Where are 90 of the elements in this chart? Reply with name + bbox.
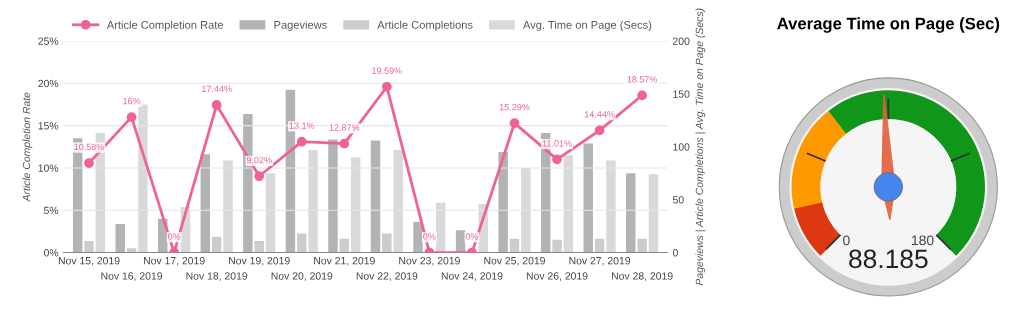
y-tick-label: 20%: [38, 79, 59, 88]
bar: [211, 236, 222, 253]
x-tick-label: Nov 21, 2019: [314, 257, 375, 266]
x-tick-label: Nov 24, 2019: [441, 272, 503, 281]
text: 0: [843, 235, 850, 246]
text: 88.185: [849, 249, 928, 269]
data-label: 0%: [465, 233, 479, 240]
bar: [138, 104, 148, 253]
y2-tick-label: 50: [672, 196, 684, 204]
y-tick-label: 15%: [38, 122, 59, 130]
data-label: 18.57%: [627, 76, 658, 83]
x-tick-label: Nov 22, 2019: [356, 272, 418, 281]
x-tick-label: Nov 18, 2019: [186, 272, 248, 281]
x-tick-label: Nov 15, 2019: [58, 257, 120, 266]
bar: [200, 154, 211, 253]
data-label: 11.01%: [542, 140, 572, 147]
bar: [350, 157, 361, 253]
data-label: 10.58%: [74, 143, 104, 151]
y-tick-label: 5%: [43, 206, 59, 215]
x-tick-label: Nov 19, 2019: [229, 257, 290, 266]
bar: [265, 173, 276, 253]
data-label: 19.59%: [372, 67, 402, 74]
bar: [455, 230, 466, 253]
bar: [339, 238, 350, 253]
bar: [563, 155, 574, 253]
point: [126, 112, 137, 123]
y-tick-label: 25%: [38, 37, 59, 45]
point: [552, 154, 562, 165]
x-tick-label: Nov 27, 2019: [569, 257, 631, 266]
legend-label: Avg. Time on Page (Secs): [522, 20, 652, 31]
data-label: 0%: [167, 233, 181, 240]
bar: [308, 149, 318, 253]
y-axis-title: Article Completion Rate: [22, 92, 33, 202]
x-tick-label: Nov 17, 2019: [143, 257, 205, 266]
bar: [626, 173, 636, 253]
legend-label: Article Completions: [377, 20, 473, 31]
bar: [84, 240, 94, 253]
data-label: 9.02%: [246, 156, 272, 164]
point: [296, 136, 307, 147]
y-tick-label: 10%: [38, 164, 59, 172]
bar: [509, 238, 520, 253]
y-tick-label: 0%: [43, 249, 59, 257]
bar: [328, 139, 338, 253]
point: [84, 158, 94, 168]
bar: [126, 248, 137, 253]
bar: [648, 174, 659, 253]
data-label: 13.1%: [289, 122, 315, 129]
legend-label: Article Completion Rate: [106, 20, 224, 31]
point: [254, 171, 265, 182]
data-label: 15.29%: [499, 103, 530, 111]
bar: [583, 143, 593, 253]
data-label: 16%: [123, 97, 141, 105]
x-tick-label: Nov 16, 2019: [101, 272, 163, 281]
legend-label: Pageviews: [274, 20, 327, 31]
y2-tick-label: 0: [672, 249, 678, 257]
y2-tick-label: 150: [673, 90, 690, 98]
point: [339, 138, 350, 149]
bar: [223, 160, 233, 253]
bar: [521, 167, 531, 253]
y2-tick-label: 200: [673, 37, 690, 45]
point: [594, 125, 605, 136]
text: 180: [912, 235, 934, 246]
y2-axis-title: Pageviews | Article Completions | Avg. Time on Page (Secs): [695, 8, 706, 286]
bar: [254, 240, 264, 253]
point: [211, 100, 222, 110]
x-tick-label: Nov 25, 2019: [484, 257, 545, 266]
bar: [382, 233, 392, 253]
point: [381, 81, 392, 92]
text: Average Time on Page (Sec): [777, 17, 1000, 33]
x-tick-label: Nov 23, 2019: [399, 257, 460, 266]
data-label: 17.44%: [202, 85, 232, 93]
bar: [370, 140, 381, 253]
bar: [115, 224, 125, 253]
data-label: 0%: [423, 233, 436, 240]
bar: [552, 239, 562, 253]
x-tick-label: Nov 26, 2019: [526, 272, 588, 281]
bar: [297, 233, 307, 253]
bar: [594, 238, 605, 253]
data-label: 12.87%: [329, 124, 360, 131]
bar: [413, 221, 423, 253]
bar: [393, 149, 403, 253]
bar: [637, 238, 647, 253]
bar: [606, 160, 616, 253]
bar: [498, 152, 508, 253]
data-label: 14.44%: [584, 111, 615, 118]
y2-tick-label: 100: [673, 143, 690, 151]
point: [637, 90, 647, 101]
point: [509, 118, 520, 129]
x-tick-label: Nov 20, 2019: [271, 272, 333, 281]
x-tick-label: Nov 28, 2019: [611, 272, 673, 281]
